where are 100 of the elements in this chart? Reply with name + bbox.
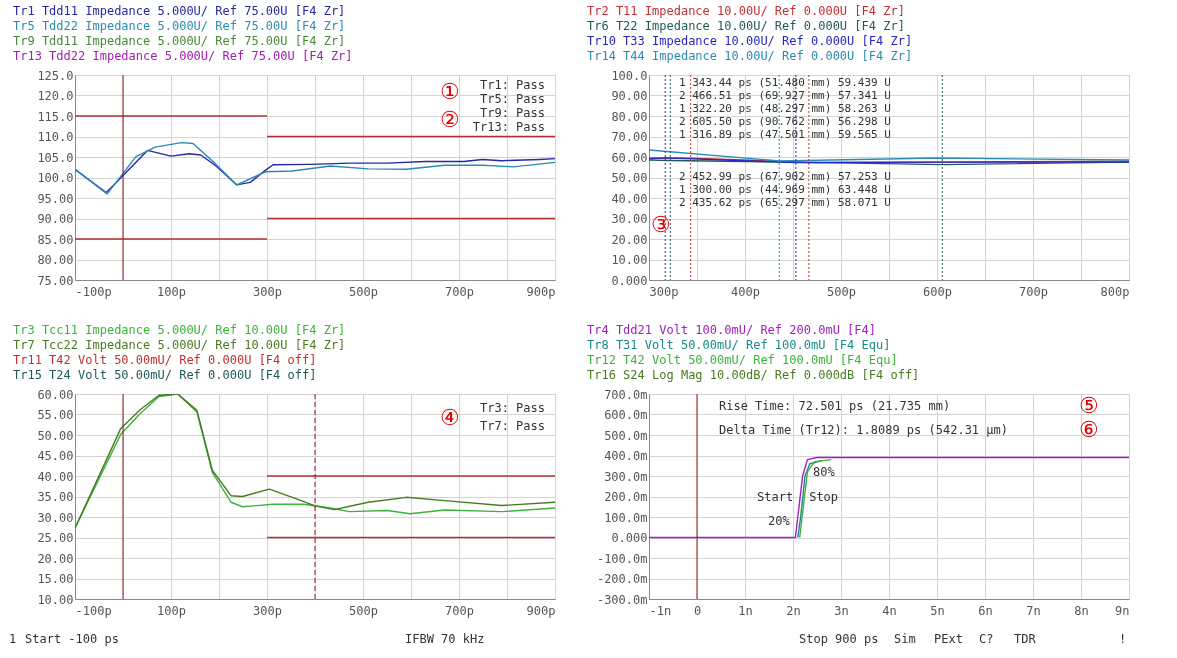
x-tick-label: 700p	[445, 284, 474, 299]
y-tick-label: 25.00	[37, 531, 74, 545]
y-tick-label: 10.00	[37, 592, 74, 607]
x-tick-label: 500p	[349, 284, 378, 299]
x-tick-label: 0	[693, 603, 702, 618]
text: Tr1 Tdd11 Impedance 5.000U/ Ref 75.00U [F4 Zr]	[13, 4, 346, 18]
y-tick-label: 40.00	[37, 469, 74, 484]
annotation: 20%	[768, 514, 791, 529]
text: 1	[9, 632, 17, 646]
y-tick-label: 90.00	[611, 89, 648, 103]
text: Tr10 T33 Impedance 10.00U/ Ref 0.000U [F4 Zr]	[587, 34, 913, 48]
y-tick-label: 20.00	[37, 551, 74, 566]
annotation: 1 316.89 ps (47.501 mm) 59.565 U	[679, 128, 891, 141]
y-tick-label: 15.00	[37, 572, 74, 586]
y-tick-label: 700.0m	[604, 387, 648, 402]
annotation: Stop	[809, 489, 839, 504]
y-tick-label: 100.0m	[604, 510, 648, 525]
x-tick-label: 4n	[882, 603, 897, 618]
x-tick-label: 7n	[1026, 603, 1041, 618]
legend-label: Tr15 T24 Volt 50.00mU/ Ref 0.000U [F4 off]	[13, 368, 317, 382]
annotation: Delta Time (Tr12): 1.8089 ps (542.31 µm)	[719, 423, 1008, 437]
x-tick-label: 700p	[445, 603, 474, 618]
annotation: ①	[440, 79, 460, 104]
x-tick-label: 700p	[1019, 284, 1048, 299]
annotation: ②	[440, 107, 460, 132]
x-tick-label: 900p	[526, 284, 556, 299]
annotation: ③	[651, 212, 671, 237]
text: Tr4 Tdd21 Volt 100.0mU/ Ref 200.0mU [F4]	[587, 323, 876, 337]
legend-label: Tr16 S24 Log Mag 10.00dB/ Ref 0.000dB [F4 off]	[587, 368, 920, 382]
x-tick-label: 8n	[1074, 603, 1089, 618]
y-tick-label: -300.0m	[596, 592, 648, 607]
text: IFBW 70 kHz	[405, 632, 485, 646]
annotation: Tr5: Pass	[479, 92, 545, 106]
x-tick-label: 400p	[731, 284, 760, 299]
y-tick-label: 80.00	[37, 253, 74, 267]
y-tick-label: 20.00	[611, 232, 648, 247]
annotation: 2 452.99 ps (67.902 mm) 57.253 U	[679, 170, 891, 183]
y-tick-label: 90.00	[37, 212, 74, 226]
x-tick-label: 6n	[978, 603, 993, 618]
y-tick-label: 100.0	[37, 171, 74, 185]
y-tick-label: 60.00	[37, 387, 74, 402]
y-tick-label: 300.0m	[604, 469, 648, 484]
text: Sim	[894, 632, 916, 646]
text: Tr7 Tcc22 Impedance 5.000U/ Ref 10.00U [F4 Zr]	[13, 338, 346, 352]
x-tick-label: 2n	[786, 603, 801, 618]
text: C?	[979, 632, 994, 646]
x-tick-label: 9n	[1115, 603, 1130, 618]
annotation: 2 435.62 ps (65.297 mm) 58.071 U	[679, 196, 891, 209]
annotation: Tr13: Pass	[472, 120, 545, 134]
y-tick-label: 10.00	[611, 253, 648, 267]
y-tick-label: 80.00	[611, 109, 648, 124]
y-tick-label: 0.000	[611, 531, 648, 545]
x-tick-label: 3n	[834, 603, 849, 618]
annotation: 1 300.00 ps (44.969 mm) 63.448 U	[679, 183, 891, 196]
text: Tr5 Tdd22 Impedance 5.000U/ Ref 75.00U [F4 Zr]	[13, 19, 346, 33]
y-tick-label: 120.0	[37, 89, 74, 103]
y-tick-label: 200.0m	[604, 490, 648, 504]
y-tick-label: 100.0	[611, 68, 648, 83]
y-tick-label: 35.00	[37, 490, 74, 504]
annotation: 1 343.44 ps (51.480 mm) 59.439 U	[679, 76, 891, 89]
x-tick-label: 100p	[157, 284, 186, 299]
text: !	[1119, 632, 1127, 646]
x-tick-label: -100p	[75, 284, 112, 299]
annotation: Tr7: Pass	[479, 419, 545, 433]
x-tick-label: 300p	[253, 603, 282, 618]
annotation: 80%	[813, 464, 836, 479]
y-tick-label: 600.0m	[604, 408, 648, 422]
y-tick-label: 75.00	[37, 273, 74, 288]
y-tick-label: 30.00	[611, 212, 648, 226]
x-tick-label: 300p	[253, 284, 282, 299]
annotation: ⑤	[1079, 393, 1099, 418]
y-tick-label: -200.0m	[596, 572, 648, 586]
annotation: 1 322.20 ps (48.297 mm) 58.263 U	[679, 102, 891, 115]
y-tick-label: 55.00	[37, 408, 74, 422]
y-tick-label: 125.0	[37, 68, 74, 83]
x-tick-label: 600p	[923, 284, 952, 299]
x-tick-label: -100p	[75, 603, 112, 618]
annotation: Tr9: Pass	[479, 106, 545, 120]
x-tick-label: 300p	[649, 284, 679, 299]
y-tick-label: 40.00	[611, 191, 648, 206]
legend-label: Tr13 Tdd22 Impedance 5.000U/ Ref 75.00U [F4 Zr]	[13, 49, 353, 63]
y-tick-label: 115.0	[37, 109, 74, 124]
y-tick-label: 30.00	[37, 510, 74, 525]
x-tick-label: 800p	[1100, 284, 1130, 299]
y-tick-label: 500.0m	[604, 428, 648, 443]
annotation: ④	[440, 405, 460, 430]
y-tick-label: 50.00	[37, 428, 74, 443]
y-tick-label: 70.00	[611, 130, 648, 144]
annotation: Tr3: Pass	[479, 401, 545, 415]
text: PExt	[934, 632, 963, 646]
y-tick-label: 85.00	[37, 232, 74, 247]
y-tick-label: 50.00	[611, 171, 648, 185]
annotation: Rise Time: 72.501 ps (21.735 mm)	[719, 399, 951, 413]
text: Tr3 Tcc11 Impedance 5.000U/ Ref 10.00U [F4 Zr]	[13, 323, 346, 337]
x-tick-label: 500p	[349, 603, 378, 618]
text: Tr2 T11 Impedance 10.00U/ Ref 0.000U [F4 Zr]	[587, 4, 905, 18]
text: Tr14 T44 Impedance 10.00U/ Ref 0.000U [F4 Zr]	[587, 49, 913, 63]
x-tick-label: 1n	[738, 603, 753, 618]
y-tick-label: 0.000	[611, 273, 648, 288]
x-tick-label: -1n	[649, 603, 672, 618]
